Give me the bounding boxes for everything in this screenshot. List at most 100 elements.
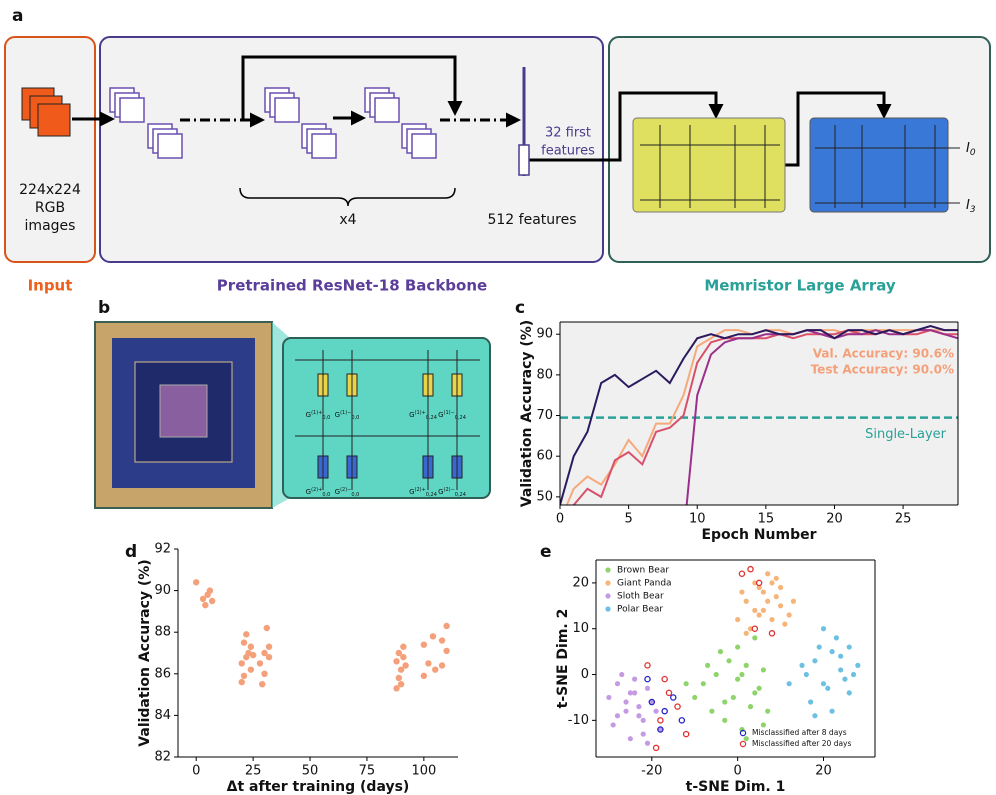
- point: [747, 626, 754, 632]
- features-label: features: [541, 144, 595, 159]
- x-tick-label: 15: [758, 512, 775, 527]
- point: [397, 681, 405, 688]
- point: [644, 685, 651, 691]
- g-sup: (1)+: [415, 410, 426, 416]
- x-tick-label: 0: [734, 764, 742, 779]
- point: [829, 708, 835, 714]
- point: [649, 699, 655, 705]
- point: [735, 676, 741, 682]
- y-tick-label: 0: [581, 667, 589, 682]
- point: [786, 681, 792, 687]
- point: [752, 607, 758, 613]
- point: [838, 653, 844, 659]
- conductance-labels: G(1)+0,0 G(1)−0,0 G(1)+0,24 G(1)−0,24G(2)+0…: [306, 410, 466, 498]
- legend-label: Brown Bear: [617, 566, 669, 576]
- x-tick-label: 75: [359, 764, 376, 779]
- point: [768, 630, 776, 637]
- point: [808, 699, 814, 705]
- point: [816, 644, 822, 650]
- g-sup: (2)−: [444, 487, 455, 493]
- point: [199, 595, 207, 603]
- repeat-label: x4: [339, 212, 356, 228]
- point: [623, 699, 629, 705]
- point: [206, 587, 214, 594]
- y-tick-label: -10: [568, 713, 589, 728]
- point: [842, 676, 848, 682]
- point: [756, 584, 762, 591]
- point: [739, 589, 745, 595]
- point: [812, 713, 818, 719]
- output-sub: 3: [970, 205, 976, 215]
- annotation: Val. Accuracy: 90.6%: [813, 347, 954, 361]
- point: [420, 672, 428, 680]
- g-base: G: [306, 488, 311, 496]
- point: [438, 637, 446, 644]
- point: [249, 651, 257, 659]
- point: [661, 675, 668, 683]
- point: [425, 660, 432, 667]
- g-sub: 0,24: [455, 415, 466, 421]
- features-label: 512 features: [487, 212, 576, 228]
- chart: 0 25 50 75 100 82 84 86 88 90 92 Δt after training …: [137, 542, 458, 795]
- x-tick-label: 0: [556, 512, 564, 527]
- g-sub: 0,0: [322, 415, 330, 421]
- g-sub: 0,24: [455, 492, 466, 498]
- point: [636, 713, 642, 719]
- point: [261, 670, 268, 677]
- point: [402, 662, 409, 669]
- backbone-box: [99, 36, 604, 263]
- point: [640, 731, 646, 737]
- point: [782, 621, 788, 627]
- point: [743, 630, 749, 636]
- conductance-label: G(1)−0,0: [335, 410, 360, 421]
- legend-marker: [739, 740, 747, 748]
- x-tick-label: 0: [192, 764, 200, 779]
- point: [644, 662, 651, 669]
- backbone-label: Pretrained ResNet-18 Backbone: [217, 277, 487, 295]
- point: [610, 722, 616, 728]
- point: [644, 740, 651, 746]
- point: [765, 571, 771, 577]
- flow-arrows: [72, 55, 892, 167]
- x-tick-label: 50: [302, 764, 319, 779]
- y-tick-label: 86: [154, 666, 171, 681]
- legend-marker: [739, 729, 747, 737]
- point: [786, 612, 792, 618]
- point: [743, 598, 749, 604]
- point: [256, 660, 264, 667]
- point: [760, 589, 767, 595]
- line: [560, 325, 958, 505]
- input-images: [21, 87, 71, 137]
- point: [683, 681, 689, 687]
- g-sup: (2)+: [415, 487, 426, 493]
- point: [726, 658, 732, 664]
- output-base: I: [966, 141, 970, 156]
- panel-label: b: [98, 298, 110, 318]
- point: [760, 722, 767, 728]
- point: [632, 676, 638, 682]
- conductance-label: G(2)−0,0: [335, 487, 360, 498]
- point: [657, 726, 663, 733]
- array-layer-2: [809, 117, 949, 213]
- point: [397, 666, 405, 673]
- legend-marker: [605, 580, 611, 586]
- x-tick-label: 10: [689, 512, 706, 527]
- legend-marker: [605, 606, 611, 612]
- y-axis-label: Validation Accuracy (%): [137, 559, 153, 746]
- point: [773, 594, 779, 600]
- point: [202, 601, 209, 609]
- point: [652, 744, 660, 752]
- point: [243, 631, 250, 638]
- point: [657, 726, 664, 733]
- y-tick-label: 60: [536, 449, 553, 464]
- point: [790, 598, 797, 604]
- point: [661, 707, 668, 715]
- g-sub: 0,0: [351, 492, 359, 498]
- point: [743, 662, 749, 668]
- conductance-label: G(2)+0,0: [306, 487, 331, 498]
- g-sup: (1)−: [444, 410, 455, 416]
- y-axis-label: t-SNE Dim. 2: [555, 609, 571, 709]
- conductance-label: G(1)+0,24: [409, 410, 437, 421]
- g-base: G: [306, 411, 311, 419]
